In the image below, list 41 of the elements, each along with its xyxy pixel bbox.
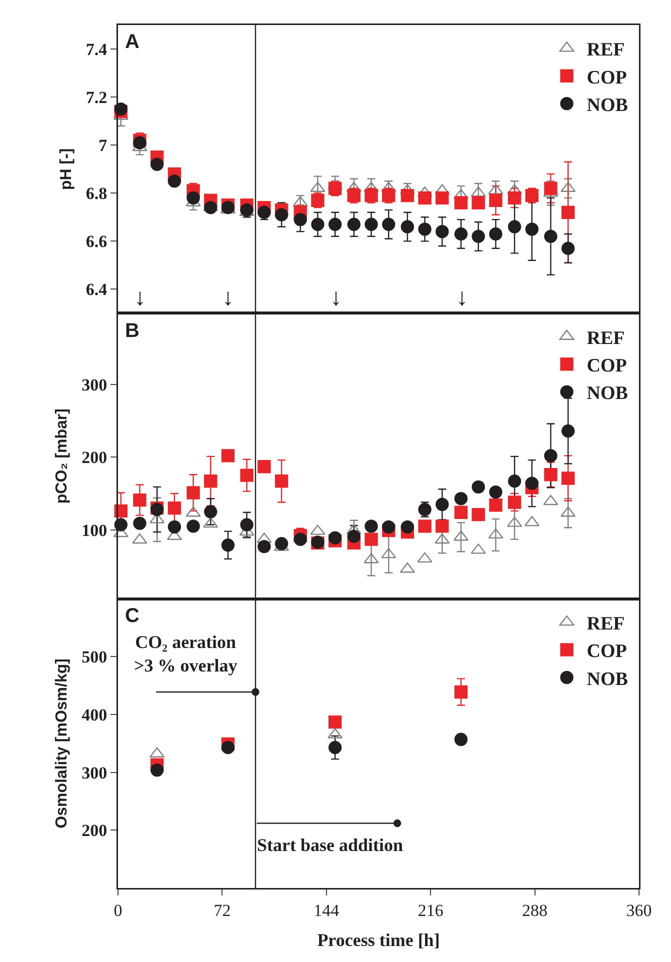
annotation: ↓ [134,284,146,311]
x-tick-label: 360 [626,900,652,920]
x-tick-label: 144 [314,900,340,920]
legend-label: NOB [586,94,628,116]
y-tick-label: 7.4 [86,40,108,59]
annotation: ↓ [330,284,342,311]
y-axis-title: Osmolality [mOsm/kg] [54,658,71,828]
x-tick-label: 288 [522,900,548,920]
y-tick-label: 200 [82,821,108,840]
annotation: ↓ [222,284,234,311]
x-tick-label: 0 [114,900,122,920]
legend-label: REF [586,40,625,61]
legend-label: COP [586,641,628,662]
legend-label: REF [586,613,625,634]
y-tick-label: 100 [82,520,108,540]
y-tick-label: 200 [82,448,108,468]
annotation: Start base addition [257,835,404,855]
y-tick-label: 7.2 [86,88,108,108]
y-tick-label: 300 [82,375,108,394]
annotation: A [125,31,140,53]
legend-label: NOB [586,383,628,404]
y-axis-title: pH [-] [58,148,75,190]
legend-label: COP [586,356,628,377]
annotation: B [125,320,140,342]
x-axis-title: Process time [h] [317,930,440,950]
legend-label: REF [586,328,625,349]
annotation: C [125,605,140,627]
y-tick-label: 6.6 [86,232,108,252]
x-tick-label: 216 [418,900,444,920]
y-tick-label: 500 [82,648,108,667]
legend-label: NOB [586,668,628,690]
y-tick-label: 6.8 [86,184,108,204]
annotation: CO₂ aeration >3 % overlay [134,632,238,676]
y-tick-label: 7 [98,136,108,156]
x-tick-label: 72 [214,900,231,920]
y-tick-label: 6.4 [86,280,108,300]
y-tick-label: 300 [82,763,108,782]
legend-label: COP [586,67,628,88]
annotation: ↓ [456,284,468,311]
y-axis-title: pCO₂ [mbar] [54,408,71,504]
y-tick-label: 400 [82,705,108,724]
